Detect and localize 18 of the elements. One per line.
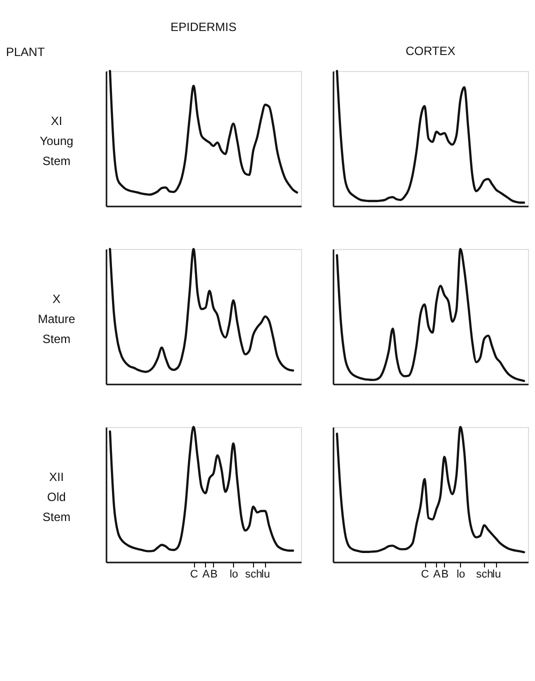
chart-title: CORTEX [406,44,456,58]
x-tick-label: A [202,568,210,580]
x-tick-label: lu [261,568,270,580]
x-tick-label: C [421,568,430,580]
x-tick-label: lo [230,568,238,580]
x-tick-label: lo [456,568,466,580]
x-tick-label: A [433,568,442,580]
x-tick-label: C [190,568,198,580]
y-axis-title: X Mature Stem [38,292,76,346]
text: PLANT [6,45,46,59]
chart-title: EPIDERMIS [170,20,237,34]
x-tick-label: lu [492,568,501,580]
x-tick-label: B [210,568,218,580]
x-tick-label: sch [476,568,494,580]
y-axis-title: XI Young Stem [40,114,74,168]
x-tick-label: sch [245,568,262,580]
y-axis-title: XII Old Stem [42,470,71,524]
x-tick-label: B [441,568,449,580]
